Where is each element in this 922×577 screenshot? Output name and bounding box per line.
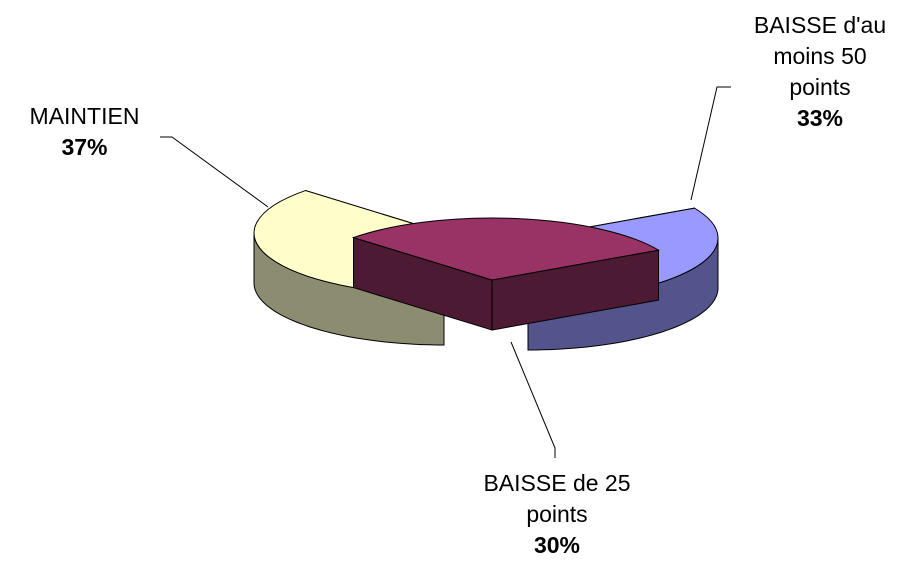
label-baisse-25-percent: 30%: [533, 532, 581, 558]
label-maintien-line-1: MAINTIEN: [29, 103, 140, 129]
leader-lines: [160, 86, 731, 458]
leader-line-baisse-50: [690, 86, 731, 201]
pie-slices: [253, 189, 719, 351]
label-maintien-percent: 37%: [61, 134, 108, 160]
label-baisse-25: BAISSE de 25 points 30%: [452, 468, 662, 561]
label-baisse-50-percent: 33%: [796, 105, 844, 131]
label-baisse-50: BAISSE d'au moins 50 points 33%: [722, 10, 918, 134]
label-baisse-25-line-2: points: [526, 501, 588, 527]
label-baisse-50-line-1: BAISSE d'au: [753, 12, 887, 38]
leader-line-baisse-25: [510, 341, 556, 458]
leader-line-maintien: [160, 136, 269, 208]
label-baisse-50-line-3: points: [789, 74, 851, 100]
label-baisse-50-line-2: moins 50: [773, 43, 867, 69]
slice-baisse-25-top: [351, 217, 660, 281]
label-baisse-25-line-1: BAISSE de 25: [483, 470, 631, 496]
label-maintien: MAINTIEN 37%: [2, 101, 167, 163]
